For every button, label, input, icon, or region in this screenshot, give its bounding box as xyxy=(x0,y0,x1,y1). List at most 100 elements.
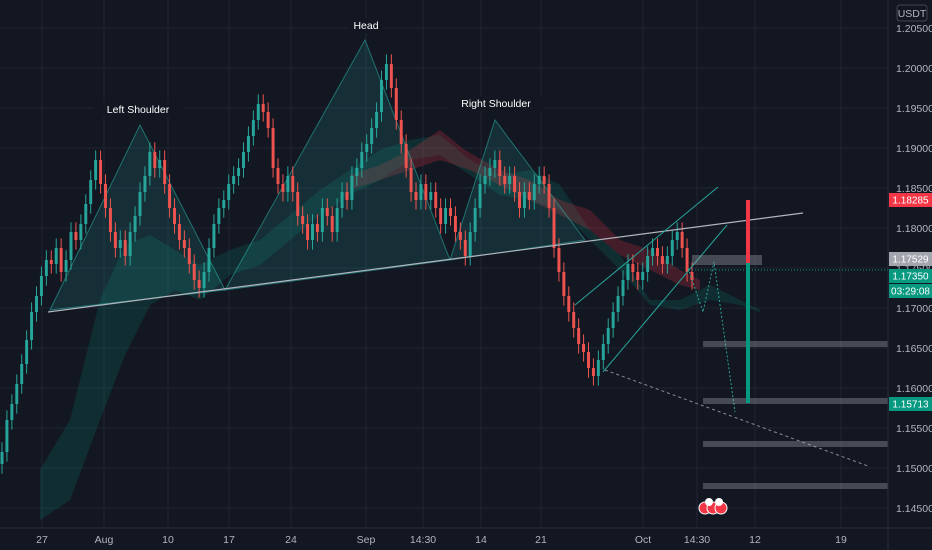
price-tag xyxy=(889,252,932,266)
candle-body xyxy=(685,248,689,272)
candle-body xyxy=(611,312,615,328)
candle-body xyxy=(542,176,546,184)
y-tick-label: 1.20000 xyxy=(896,63,932,75)
candle-body xyxy=(488,168,492,176)
candle-body xyxy=(340,192,344,208)
candle-body xyxy=(596,360,600,376)
take-profit-bar xyxy=(746,263,750,403)
y-tick-label: 1.15000 xyxy=(896,463,932,475)
candle-body xyxy=(473,208,477,232)
candle-body xyxy=(20,364,24,384)
neckline xyxy=(47,212,804,313)
price-tag-label: 1.18285 xyxy=(892,196,929,207)
candle-body xyxy=(375,112,379,128)
candle-body xyxy=(212,224,216,248)
pattern-label-bg xyxy=(448,96,544,111)
candle-body xyxy=(301,216,305,224)
candle-body xyxy=(537,176,541,184)
candle-body xyxy=(173,208,176,224)
candle-body xyxy=(192,264,196,280)
x-tick-label: 27 xyxy=(36,534,48,546)
candle-body xyxy=(113,232,117,248)
candle-body xyxy=(389,64,393,88)
event-badges xyxy=(698,498,728,515)
candle-body xyxy=(108,208,112,232)
candle-body xyxy=(463,240,467,256)
candle-body xyxy=(94,160,98,180)
candle-body xyxy=(567,296,571,312)
candle-body xyxy=(360,152,364,168)
candle-body xyxy=(522,192,526,208)
candle-body xyxy=(217,208,221,224)
currency-label: USDT xyxy=(898,8,927,20)
candle-body xyxy=(197,280,201,288)
candle-body xyxy=(237,168,241,176)
candle-body xyxy=(281,184,285,192)
candle-body xyxy=(365,144,369,152)
candle-body xyxy=(177,224,181,240)
target-zone-3 xyxy=(703,441,888,447)
candle-body xyxy=(424,184,428,200)
candle-body xyxy=(222,200,226,208)
candle-body xyxy=(30,312,34,340)
candle-body xyxy=(335,208,339,232)
candle-body xyxy=(10,404,14,420)
candle-body xyxy=(256,104,260,120)
candle-body xyxy=(118,240,122,248)
candle-body xyxy=(409,168,413,192)
x-tick-label: 10 xyxy=(162,534,174,546)
candle-body xyxy=(296,192,300,216)
candle-body xyxy=(311,224,314,240)
candle-body xyxy=(133,216,137,232)
channel-lower-line xyxy=(602,224,728,373)
x-tick-label: Oct xyxy=(635,534,651,546)
candle-body xyxy=(444,208,448,224)
entry-zone xyxy=(692,255,762,265)
candle-body xyxy=(527,192,531,200)
price-tag-label: 1.17350 xyxy=(892,272,929,283)
candle-body xyxy=(5,420,9,452)
price-tag xyxy=(889,397,932,411)
candle-body xyxy=(483,176,487,184)
candle-body xyxy=(320,208,324,232)
trend-drawings xyxy=(47,186,888,515)
y-tick-label: 1.20500 xyxy=(896,23,932,35)
candle-body xyxy=(557,248,561,272)
x-tick-label: 21 xyxy=(535,534,547,546)
candle-body xyxy=(478,184,482,208)
candle-body xyxy=(138,192,142,216)
candle-body xyxy=(261,104,265,112)
candle-body xyxy=(227,184,231,200)
y-tick-label: 1.17000 xyxy=(896,303,932,315)
pattern-label-bg xyxy=(93,102,183,117)
x-tick-label: 19 xyxy=(835,534,847,546)
candle-body xyxy=(182,240,186,248)
candle-body xyxy=(656,248,659,256)
price-tag-label: 1.17529 xyxy=(892,255,929,266)
candle-body xyxy=(286,176,290,192)
y-tick-label: 1.15500 xyxy=(896,423,932,435)
candle-body xyxy=(104,184,107,208)
candle-body xyxy=(315,224,319,232)
candle-body xyxy=(434,192,438,208)
candle-body xyxy=(123,240,127,256)
candle-body xyxy=(498,160,502,176)
target-zone-4 xyxy=(703,483,888,489)
candle-body xyxy=(74,232,78,240)
candle-body xyxy=(582,344,586,352)
candle-body xyxy=(350,176,354,200)
candle-body xyxy=(572,312,576,328)
candles xyxy=(0,54,694,474)
candle-body xyxy=(306,224,310,240)
candle-body xyxy=(271,128,275,168)
candle-body xyxy=(84,204,88,224)
y-tick-label: 1.19500 xyxy=(896,103,932,115)
candle-body xyxy=(660,256,664,264)
candle-body xyxy=(449,208,452,216)
candle-body xyxy=(606,328,610,344)
candle-body xyxy=(128,232,132,256)
candle-body xyxy=(518,192,521,208)
candle-body xyxy=(143,176,147,192)
currency-badge xyxy=(896,4,928,22)
